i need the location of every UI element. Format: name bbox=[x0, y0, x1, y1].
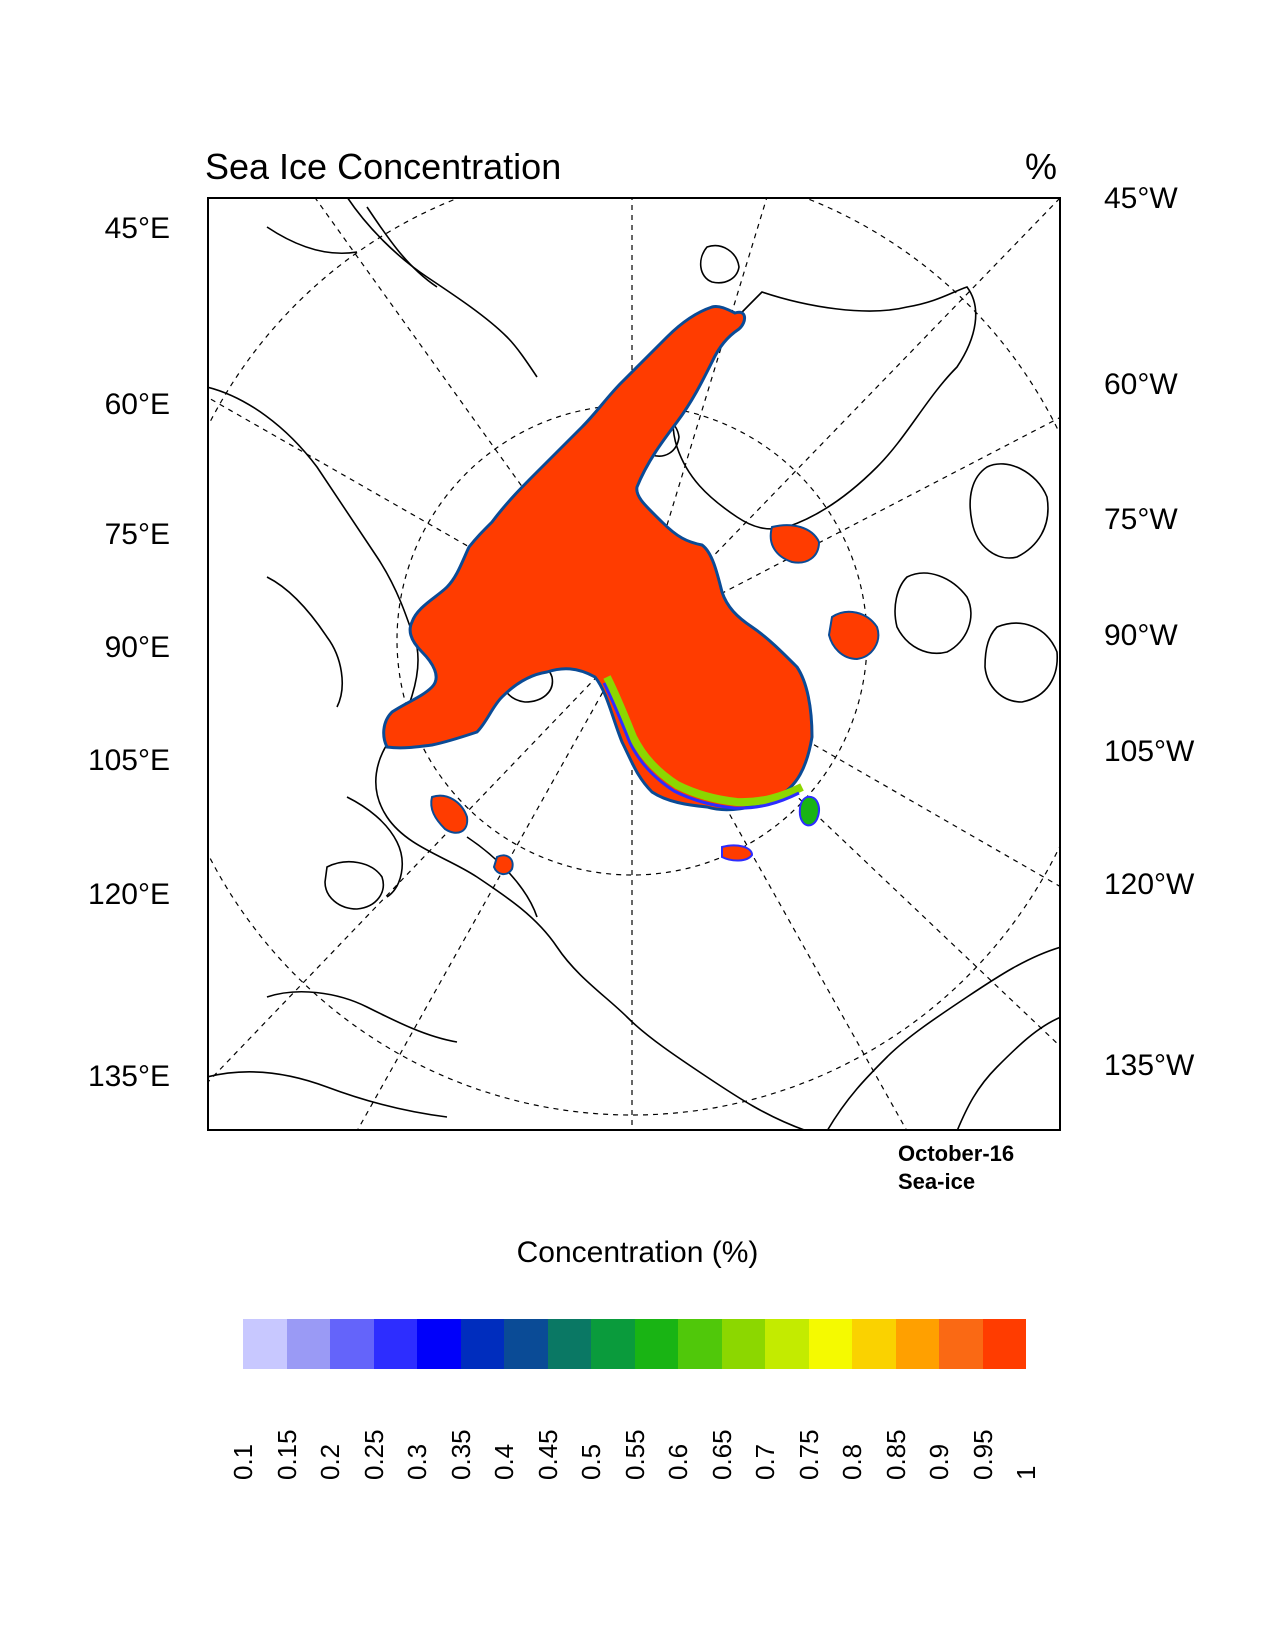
colorbar-tick-label: 0.75 bbox=[795, 1429, 823, 1480]
lon-label-105e: 105°E bbox=[0, 746, 170, 776]
colorbar-tick-label: 0.2 bbox=[316, 1444, 344, 1480]
lon-label-120e: 120°E bbox=[0, 880, 170, 910]
map-title: Sea Ice Concentration bbox=[205, 146, 561, 188]
colorbar-tick-label: 0.7 bbox=[751, 1444, 779, 1480]
lon-label-60w: 60°W bbox=[1104, 370, 1178, 400]
colorbar-swatch bbox=[287, 1319, 331, 1369]
colorbar-swatch bbox=[635, 1319, 679, 1369]
colorbar-tick-label: 0.5 bbox=[577, 1444, 605, 1480]
colorbar-tick-label: 0.3 bbox=[403, 1444, 431, 1480]
lon-label-45w: 45°W bbox=[1104, 184, 1178, 214]
lon-label-120w: 120°W bbox=[1104, 870, 1194, 900]
colorbar-swatch bbox=[896, 1319, 940, 1369]
colorbar-tick-label: 0.15 bbox=[273, 1429, 301, 1480]
colorbar-swatch bbox=[939, 1319, 983, 1369]
colorbar-tick-label: 0.35 bbox=[447, 1429, 475, 1480]
lon-label-135w: 135°W bbox=[1104, 1051, 1194, 1081]
sea-ice-patch bbox=[800, 797, 819, 826]
lon-label-105w: 105°W bbox=[1104, 737, 1194, 767]
lon-label-45e: 45°E bbox=[0, 214, 170, 244]
colorbar-swatch bbox=[591, 1319, 635, 1369]
colorbar-swatch bbox=[243, 1319, 287, 1369]
colorbar-swatch bbox=[461, 1319, 505, 1369]
lon-label-75e: 75°E bbox=[0, 520, 170, 550]
colorbar-title: Concentration (%) bbox=[0, 1236, 1275, 1270]
colorbar-swatch bbox=[983, 1319, 1027, 1369]
colorbar-tick-label: 0.1 bbox=[229, 1444, 257, 1480]
colorbar-swatch bbox=[678, 1319, 722, 1369]
lon-label-135e: 135°E bbox=[0, 1062, 170, 1092]
colorbar-swatch bbox=[548, 1319, 592, 1369]
colorbar-swatch bbox=[417, 1319, 461, 1369]
colorbar-tick-label: 0.85 bbox=[882, 1429, 910, 1480]
colorbar-tick-label: 0.65 bbox=[708, 1429, 736, 1480]
colorbar-ticks: 0.1 0.15 0.2 0.25 0.3 0.35 0.4 0.45 0.5 0.55 0.6 0.… bbox=[243, 1400, 1026, 1480]
colorbar-tick-label: 0.45 bbox=[534, 1429, 562, 1480]
sea-ice-patch bbox=[722, 845, 752, 860]
polar-map bbox=[207, 197, 1061, 1131]
units-label: % bbox=[1025, 146, 1057, 188]
colorbar-swatch bbox=[852, 1319, 896, 1369]
colorbar-swatch bbox=[374, 1319, 418, 1369]
colorbar-tick-label: 0.55 bbox=[621, 1429, 649, 1480]
colorbar-tick-label: 0.9 bbox=[925, 1444, 953, 1480]
date-label: October-16 bbox=[898, 1140, 1014, 1168]
colorbar-swatch bbox=[504, 1319, 548, 1369]
colorbar-tick-label: 0.95 bbox=[969, 1429, 997, 1480]
colorbar-tick-label: 1 bbox=[1012, 1466, 1040, 1480]
lon-label-90e: 90°E bbox=[0, 633, 170, 663]
colorbar-swatch bbox=[765, 1319, 809, 1369]
field-label: Sea-ice bbox=[898, 1168, 1014, 1196]
lon-label-90w: 90°W bbox=[1104, 621, 1178, 651]
lon-label-75w: 75°W bbox=[1104, 505, 1178, 535]
lon-label-60e: 60°E bbox=[0, 390, 170, 420]
colorbar-tick-label: 0.25 bbox=[360, 1429, 388, 1480]
sea-ice-patch bbox=[494, 855, 513, 874]
colorbar-swatch bbox=[722, 1319, 766, 1369]
info-block: October-16 Sea-ice bbox=[898, 1140, 1014, 1196]
colorbar-tick-label: 0.8 bbox=[838, 1444, 866, 1480]
colorbar-swatch bbox=[809, 1319, 853, 1369]
colorbar-swatch bbox=[330, 1319, 374, 1369]
colorbar-tick-label: 0.6 bbox=[664, 1444, 692, 1480]
colorbar bbox=[243, 1319, 1026, 1369]
colorbar-tick-label: 0.4 bbox=[490, 1444, 518, 1480]
